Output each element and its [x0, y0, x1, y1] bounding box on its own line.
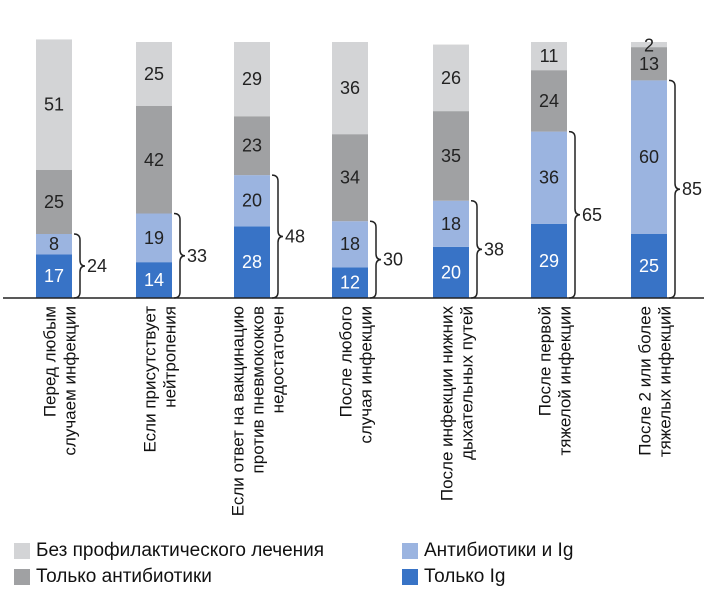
- ig-brace-5: [569, 132, 580, 298]
- ig-total-label-2: 48: [285, 227, 305, 247]
- legend-swatch-ig: [402, 569, 418, 585]
- category-label-line-1-1: нейтропения: [161, 306, 180, 408]
- ig-brace-1: [174, 214, 185, 298]
- category-label-line-2-2: недостаточен: [269, 306, 288, 413]
- value-label-none-1: 25: [144, 64, 164, 84]
- value-label-none-6: 2: [644, 36, 654, 56]
- category-label-line-0-1: случаем инфекции: [61, 306, 80, 456]
- value-label-antibiotics-4: 35: [441, 146, 461, 166]
- value-label-ig-2: 28: [242, 252, 262, 272]
- value-label-antibiotics-1: 42: [144, 150, 164, 170]
- category-label-line-6-1: тяжелых инфекций: [656, 306, 675, 457]
- value-label-none-4: 26: [441, 68, 461, 88]
- value-label-antibiotics-0: 25: [44, 192, 64, 212]
- category-label-line-4-1: дыхательных путей: [458, 306, 477, 460]
- category-label-0: Перед любым случаем инфекции: [41, 306, 80, 456]
- category-labels-layer: Перед любым случаем инфекции Если присутст…: [41, 306, 675, 517]
- value-label-antibiotics-5: 24: [539, 91, 559, 111]
- legend: Без профилактического лечения Только ант…: [14, 537, 704, 597]
- ig-total-label-1: 33: [187, 246, 207, 266]
- value-label-antibiotics-2: 23: [242, 136, 262, 156]
- legend-item-ig: Только Ig: [402, 566, 505, 588]
- ig-brace-2: [272, 175, 283, 298]
- legend-swatch-none: [14, 543, 30, 559]
- ig-total-label-6: 85: [682, 179, 702, 199]
- value-label-none-3: 36: [340, 78, 360, 98]
- category-label-4: После инфекции нижних дыхательных путей: [438, 306, 477, 502]
- value-label-ig-1: 14: [144, 270, 164, 290]
- value-label-none-0: 51: [44, 95, 64, 115]
- value-label-ig-3: 12: [340, 273, 360, 293]
- value-label-both-1: 19: [144, 228, 164, 248]
- category-label-line-5-0: После первой: [536, 306, 555, 416]
- legend-swatch-antibiotics: [14, 569, 30, 585]
- category-label-line-6-0: После 2 или более: [636, 306, 655, 456]
- legend-label-none: Без профилактического лечения: [36, 540, 324, 562]
- value-label-ig-0: 17: [44, 266, 64, 286]
- ig-total-label-3: 30: [383, 250, 403, 270]
- value-label-ig-4: 20: [441, 262, 461, 282]
- category-label-line-2-0: Если ответ на вакцинацию: [229, 306, 248, 517]
- value-label-none-5: 11: [540, 46, 559, 66]
- value-label-both-4: 18: [441, 214, 461, 234]
- legend-item-none: Без профилактического лечения: [14, 540, 324, 562]
- ig-brace-4: [471, 201, 482, 298]
- category-label-1: Если присутствует нейтропения: [141, 306, 180, 453]
- legend-label-antibiotics: Только антибиотики: [36, 566, 212, 588]
- ig-brace-6: [669, 80, 680, 298]
- value-label-both-6: 60: [639, 147, 659, 167]
- ig-brace-0: [74, 234, 85, 298]
- value-label-antibiotics-6: 13: [639, 54, 659, 74]
- value-label-ig-5: 29: [539, 251, 559, 271]
- legend-swatch-both: [402, 543, 418, 559]
- category-label-6: После 2 или более тяжелых инфекций: [636, 306, 675, 457]
- category-label-line-1-0: Если присутствует: [141, 306, 160, 453]
- category-label-line-4-0: После инфекции нижних: [438, 306, 457, 502]
- bars-layer: 17 8 25 51 14 19 42 25 28 20 23 29 12 18 34 36 20 18 35 26 2…: [36, 36, 667, 298]
- legend-label-ig: Только Ig: [424, 566, 505, 588]
- ig-brace-3: [370, 221, 381, 298]
- value-label-none-2: 29: [242, 69, 262, 89]
- value-label-both-0: 8: [49, 234, 59, 254]
- category-label-5: После первой тяжелой инфекции: [536, 306, 575, 456]
- value-label-both-5: 36: [539, 168, 559, 188]
- legend-item-antibiotics: Только антибиотики: [14, 566, 212, 588]
- category-label-3: После любого случая инфекции: [337, 306, 376, 444]
- value-label-antibiotics-3: 34: [340, 168, 360, 188]
- value-label-both-3: 18: [340, 234, 360, 254]
- category-label-line-0-0: Перед любым: [41, 306, 60, 417]
- legend-item-both: Антибиотики и Ig: [402, 540, 573, 562]
- category-label-line-2-1: против пневмококков: [249, 306, 268, 473]
- ig-total-label-5: 65: [582, 205, 602, 225]
- ig-total-label-4: 38: [484, 239, 504, 259]
- ig-total-label-0: 24: [87, 256, 107, 276]
- legend-label-both: Антибиотики и Ig: [424, 540, 573, 562]
- value-label-both-2: 20: [242, 191, 262, 211]
- category-label-line-3-0: После любого: [337, 306, 356, 417]
- value-label-ig-6: 25: [639, 256, 659, 276]
- category-label-line-3-1: случая инфекции: [357, 306, 376, 444]
- category-label-line-5-1: тяжелой инфекции: [556, 306, 575, 456]
- category-label-2: Если ответ на вакцинацию против пневмокок…: [229, 306, 288, 517]
- stacked-bar-chart: 17 8 25 51 14 19 42 25 28 20 23 29 12 18 34 36 20 18 35 26 2…: [0, 0, 707, 540]
